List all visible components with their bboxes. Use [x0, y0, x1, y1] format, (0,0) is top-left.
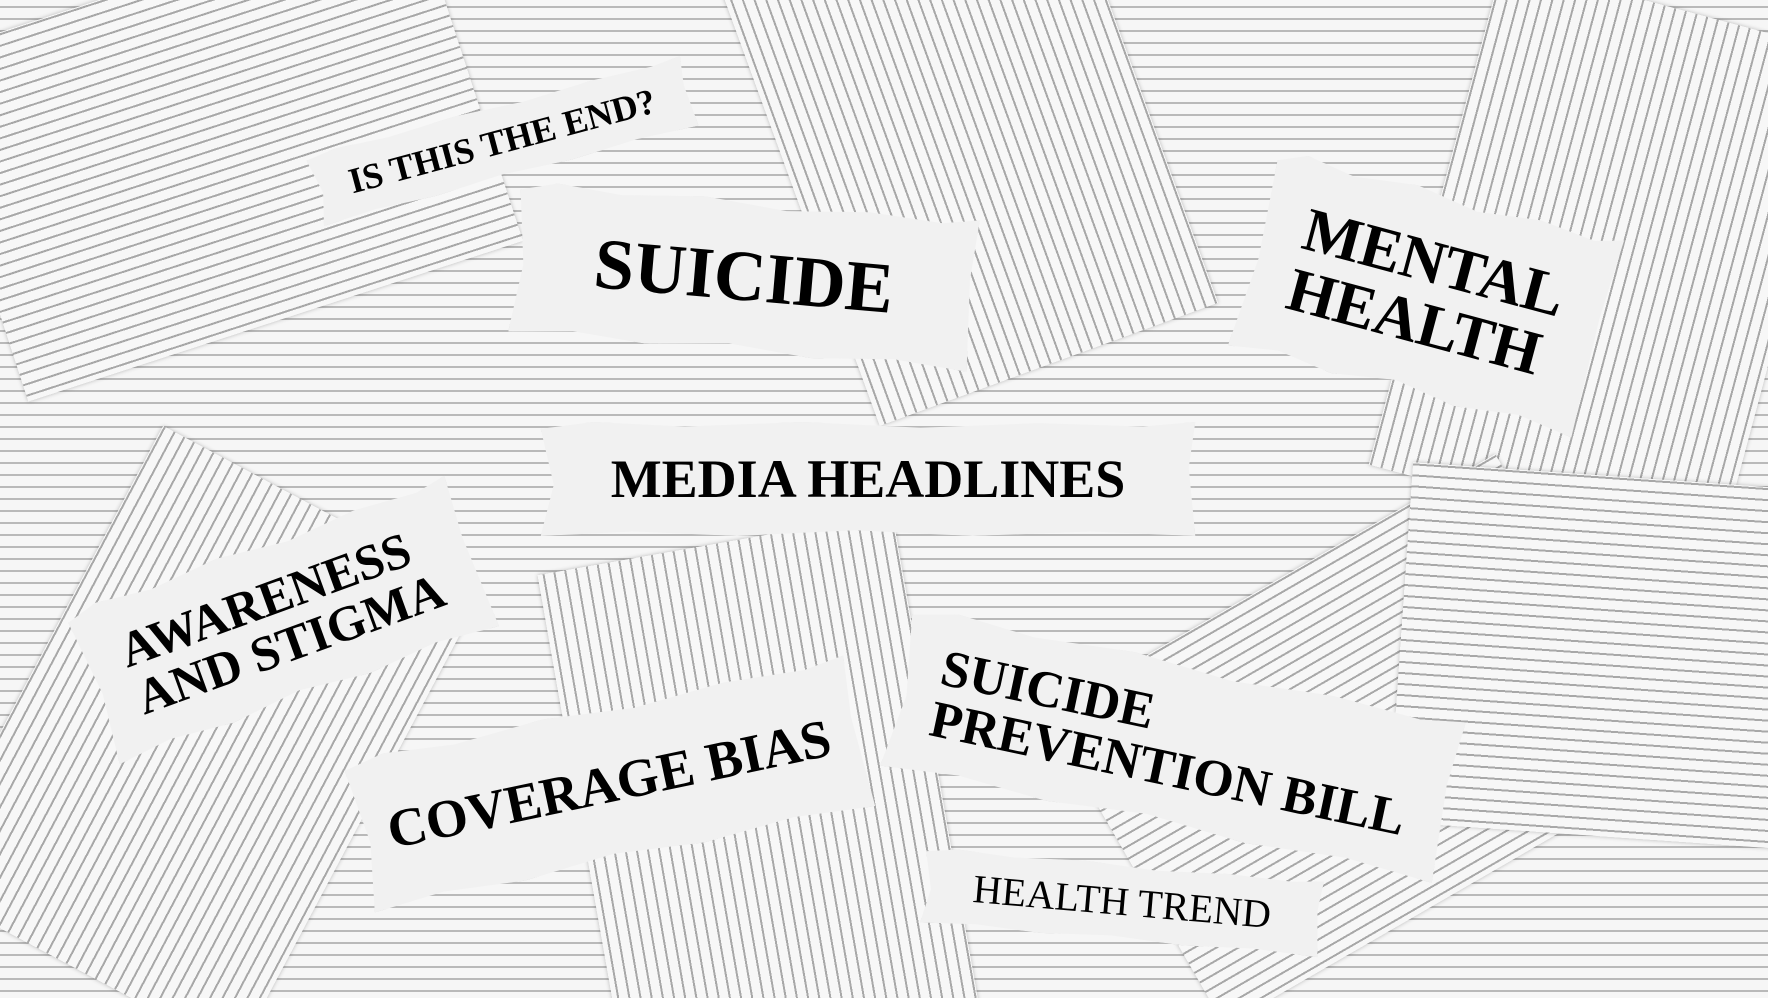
newspaper-scrap — [0, 0, 523, 402]
headline-text: HEALTH TREND — [971, 866, 1273, 937]
headline-text: SUICIDE — [591, 223, 897, 329]
newspaper-scrap — [1388, 462, 1768, 858]
headline: MEDIA HEADLINES — [540, 422, 1196, 536]
headline-text: MEDIA HEADLINES — [610, 449, 1126, 509]
